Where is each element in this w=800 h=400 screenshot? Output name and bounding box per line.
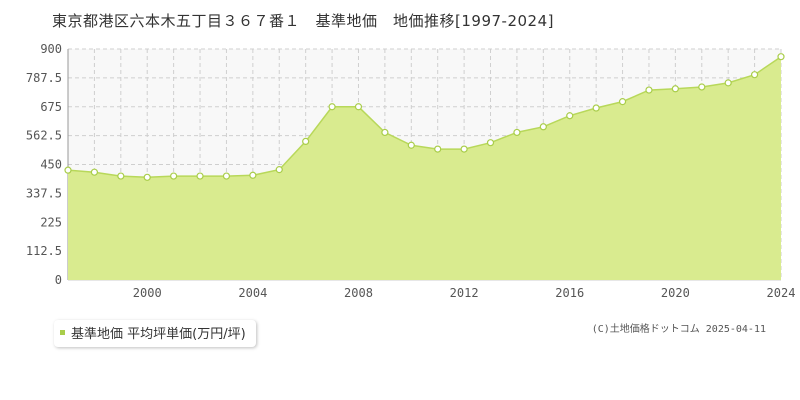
y-tick-label: 450: [40, 158, 62, 172]
data-point: [171, 173, 177, 179]
copyright-text: (C)土地価格ドットコム 2025-04-11: [592, 320, 766, 335]
data-point: [514, 129, 520, 135]
data-point: [540, 124, 546, 130]
legend-label: 基準地価 平均坪単価(万円/坪): [71, 323, 246, 342]
data-point: [699, 84, 705, 90]
y-tick-label: 337.5: [26, 186, 62, 200]
x-tick-label: 2020: [661, 286, 690, 300]
data-point: [223, 173, 229, 179]
data-point: [250, 172, 256, 178]
x-tick-label: 2004: [238, 286, 267, 300]
data-point: [303, 138, 309, 144]
data-point: [65, 167, 71, 173]
data-point: [408, 142, 414, 148]
legend-swatch: [60, 330, 65, 335]
data-point: [488, 140, 494, 146]
data-point: [593, 105, 599, 111]
y-tick-label: 112.5: [26, 244, 62, 258]
data-point: [197, 173, 203, 179]
data-point: [725, 80, 731, 86]
data-point: [646, 87, 652, 93]
data-point: [382, 129, 388, 135]
data-point: [752, 72, 758, 78]
data-point: [355, 104, 361, 110]
y-tick-label: 787.5: [26, 71, 62, 85]
data-point: [567, 113, 573, 119]
data-point: [329, 104, 335, 110]
x-tick-label: 2008: [344, 286, 373, 300]
x-tick-label: 2024: [767, 286, 796, 300]
data-point: [461, 146, 467, 152]
data-point: [672, 86, 678, 92]
data-point: [91, 169, 97, 175]
x-tick-label: 2000: [133, 286, 162, 300]
y-axis-tick-labels: 0 112.5 225 337.5 450 562.5 675 787.5 900: [26, 42, 62, 287]
y-tick-label: 562.5: [26, 129, 62, 143]
legend: 基準地価 平均坪単価(万円/坪): [54, 320, 256, 347]
data-point: [435, 146, 441, 152]
data-point: [620, 99, 626, 105]
data-point: [144, 174, 150, 180]
y-tick-label: 900: [40, 42, 62, 56]
y-tick-label: 225: [40, 215, 62, 229]
data-point: [118, 173, 124, 179]
x-tick-label: 2012: [450, 286, 479, 300]
data-point: [778, 54, 784, 60]
y-tick-label: 0: [55, 273, 62, 287]
x-tick-label: 2016: [555, 286, 584, 300]
x-axis-tick-labels: 2000 2004 2008 2012 2016 2020 2024: [133, 286, 796, 300]
y-tick-label: 675: [40, 100, 62, 114]
data-point: [276, 167, 282, 173]
